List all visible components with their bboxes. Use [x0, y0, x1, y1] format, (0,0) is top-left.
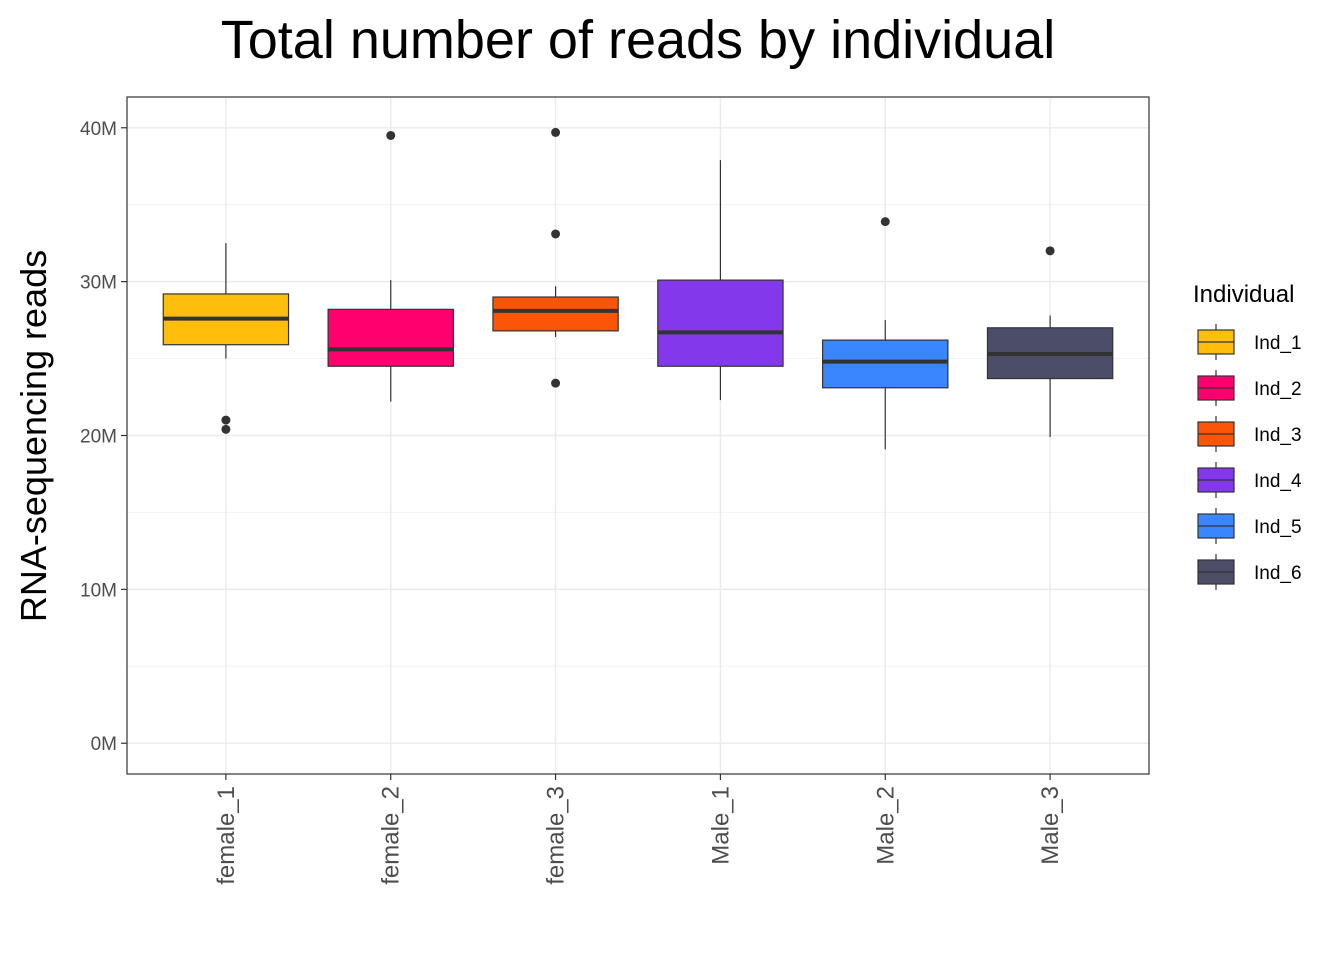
outlier-point — [551, 378, 561, 388]
legend-label: Ind_4 — [1254, 471, 1302, 492]
y-tick-label: 0M — [91, 734, 117, 755]
boxes — [162, 127, 1114, 450]
y-axis-title: RNA-sequencing reads — [13, 250, 54, 622]
grid-lines — [127, 97, 1149, 774]
legend-label: Ind_1 — [1254, 333, 1302, 354]
y-tick-label: 20M — [80, 427, 117, 448]
outlier-point — [1045, 246, 1055, 256]
legend-label: Ind_6 — [1254, 563, 1302, 584]
outlier-point — [551, 127, 561, 137]
y-tick-label: 30M — [80, 273, 117, 294]
x-tick-label: female_1 — [213, 786, 240, 885]
outlier-point — [880, 217, 890, 227]
axes: 0M 10M 20M 30M 40M female_1 female_2 female_3 Ma… — [80, 119, 1064, 885]
y-tick-label: 40M — [80, 119, 117, 140]
outlier-point — [551, 229, 561, 239]
y-tick-label: 10M — [80, 580, 117, 601]
legend-title: Individual — [1193, 281, 1294, 308]
box-Ind_3 — [492, 296, 619, 332]
box-Ind_5 — [822, 339, 949, 389]
legend-label: Ind_5 — [1254, 517, 1302, 538]
x-tick-label: Male_1 — [707, 786, 734, 865]
x-tick-label: female_3 — [543, 786, 570, 885]
legend-label: Ind_3 — [1254, 425, 1302, 446]
box-Ind_2 — [327, 308, 454, 367]
legend-label: Ind_2 — [1254, 379, 1302, 400]
outlier-point — [221, 424, 231, 434]
chart-title: Total number of reads by individual — [221, 10, 1055, 70]
outlier-point — [386, 130, 396, 140]
box-Ind_4 — [657, 279, 784, 367]
outlier-point — [221, 415, 231, 425]
x-tick-label: female_2 — [378, 786, 405, 885]
x-tick-label: Male_3 — [1037, 786, 1064, 865]
legend: Individual Ind_1 Ind_2 Ind_3 Ind_4 Ind_5 Ind_6 — [1193, 281, 1302, 590]
x-tick-label: Male_2 — [872, 786, 899, 865]
